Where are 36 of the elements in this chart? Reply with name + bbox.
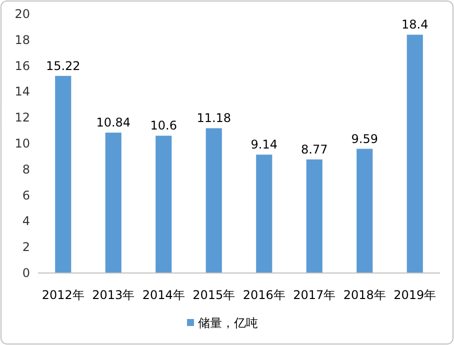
x-tick-label: 2013年 [92, 288, 135, 302]
y-tick-label: 10 [14, 136, 30, 150]
data-label: 9.59 [351, 132, 378, 146]
y-tick-label: 14 [14, 84, 30, 99]
y-tick-label: 4 [22, 214, 30, 228]
x-tick-label: 2018年 [343, 288, 386, 302]
x-tick-label: 2016年 [242, 288, 286, 302]
y-tick-label: 0 [22, 266, 30, 280]
y-tick-label: 16 [14, 58, 30, 73]
y-tick-label: 20 [14, 7, 30, 21]
y-tick-label: 2 [22, 240, 30, 254]
x-tick-label: 2019年 [394, 288, 436, 302]
x-tick-label: 2017年 [293, 288, 336, 302]
bar [156, 136, 172, 273]
data-label: 15.22 [46, 58, 80, 73]
bar [206, 128, 222, 273]
bar [406, 34, 423, 273]
y-tick-label: 8 [22, 162, 30, 176]
x-tick-label: 2014年 [142, 288, 185, 302]
y-tick-label: 12 [14, 110, 30, 125]
x-tick-label: 2015年 [192, 288, 236, 302]
bar [256, 154, 272, 273]
data-label: 11.18 [196, 111, 232, 126]
data-label: 10.84 [96, 116, 131, 130]
data-label: 8.77 [301, 142, 328, 156]
y-tick-label: 6 [22, 188, 30, 202]
y-tick-label: 18 [14, 32, 30, 47]
x-tick-label: 2012年 [42, 288, 84, 302]
legend-label: 储量，亿吨 [198, 316, 258, 330]
data-label: 18.4 [402, 18, 428, 32]
bar [306, 159, 322, 273]
bar [356, 148, 373, 273]
bar [55, 76, 72, 273]
data-label: 10.6 [150, 118, 177, 133]
data-label: 9.14 [250, 138, 278, 152]
bar [105, 132, 122, 273]
